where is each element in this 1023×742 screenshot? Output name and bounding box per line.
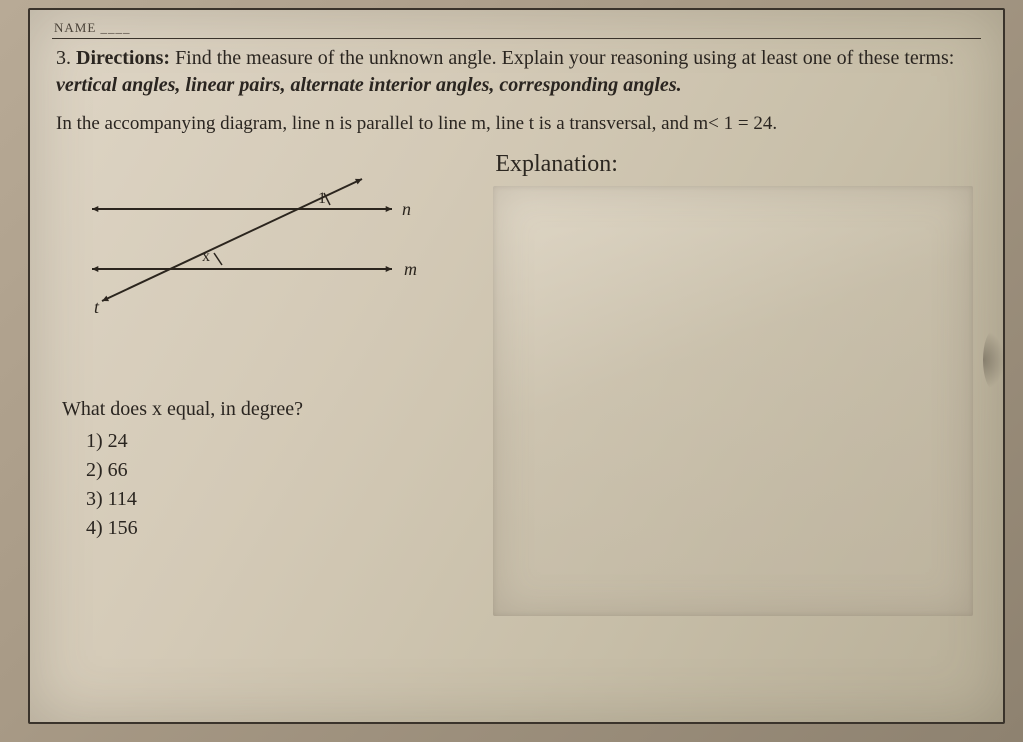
question-text: What does x equal, in degree? [62, 398, 475, 421]
choice-1: 1) 24 [86, 427, 475, 456]
top-rule [52, 38, 981, 39]
svg-text:t: t [94, 297, 100, 317]
worksheet-page: NAME ____ 3. Directions: Find the measur… [28, 8, 1005, 724]
choice-2: 2) 66 [86, 456, 475, 485]
choice-4: 4) 156 [86, 514, 475, 543]
choice-3: 3) 114 [86, 485, 475, 514]
setup-text: In the accompanying diagram, line n is p… [56, 113, 977, 135]
directions-paragraph: 3. Directions: Find the measure of the u… [56, 45, 977, 99]
explanation-area [493, 186, 973, 616]
diagram-svg: n m t 1 x [62, 161, 422, 331]
svg-text:1: 1 [318, 190, 326, 207]
svg-text:x: x [202, 248, 210, 265]
explanation-label: Explanation: [495, 151, 973, 178]
svg-text:m: m [404, 259, 417, 279]
page-edge-shadow [983, 330, 1005, 390]
svg-text:n: n [402, 199, 411, 219]
directions-label: Directions: [76, 47, 170, 69]
header-scribble: NAME ____ [54, 20, 981, 36]
question-number: 3. [56, 47, 71, 69]
directions-text: Find the measure of the unknown angle. E… [175, 47, 954, 69]
answer-choices: 1) 24 2) 66 3) 114 4) 156 [86, 427, 475, 543]
diagram: n m t 1 x [62, 161, 475, 336]
right-column: Explanation: [485, 145, 981, 624]
left-column: n m t 1 x What does x equal, in degree? 1) 2… [52, 145, 479, 624]
terms-text: vertical angles, linear pairs, alternate… [56, 74, 682, 96]
columns: n m t 1 x What does x equal, in degree? 1) 2… [52, 145, 981, 624]
